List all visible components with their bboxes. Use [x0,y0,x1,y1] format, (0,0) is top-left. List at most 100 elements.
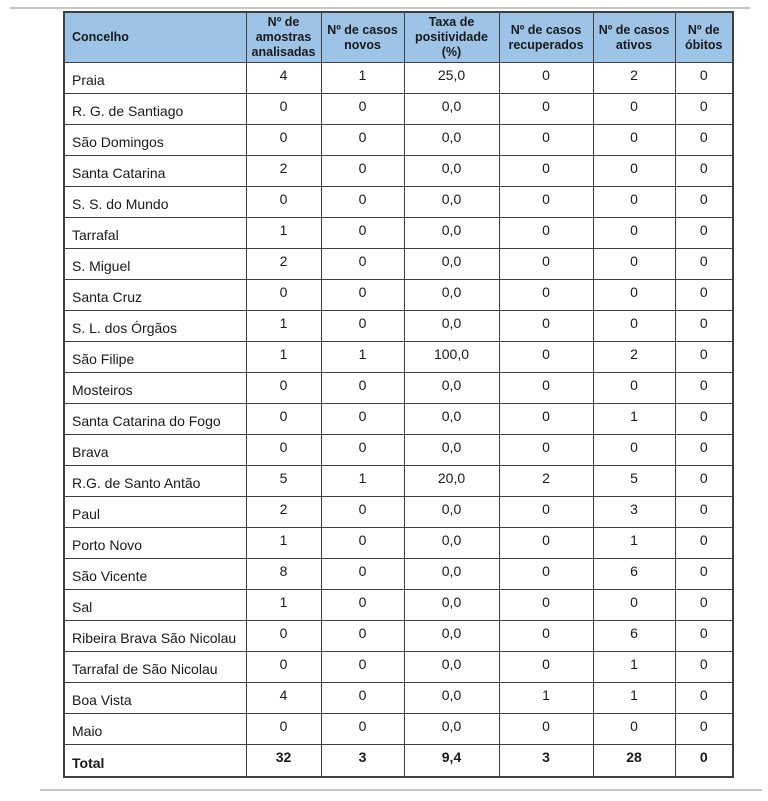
value-cell: 100,0 [403,341,500,373]
value-cell: 20,0 [403,465,500,497]
table-row: São Filipe 1 1 100,0 0 2 0 [63,341,734,373]
concelho-cell: S. L. dos Órgãos [63,310,247,342]
value-cell: 0,0 [403,124,500,156]
value-cell: 32 [245,744,322,777]
value-cell: 0,0 [403,620,500,652]
value-cell: 0 [320,589,405,621]
value-cell: 0 [320,527,405,559]
concelho-cell: Tarrafal [63,217,247,249]
value-cell: 0 [674,217,734,249]
concelho-cell: Brava [63,434,247,466]
concelho-cell: Boa Vista [63,682,247,714]
value-cell: 0,0 [403,248,500,280]
value-cell: 0 [320,558,405,590]
value-cell: 0 [320,713,405,745]
value-cell: 0 [592,372,676,404]
concelho-cell: Total [63,744,247,777]
concelho-cell: Ribeira Brava São Nicolau [63,620,247,652]
value-cell: 0 [674,248,734,280]
value-cell: 0 [498,403,594,435]
value-cell: 0 [320,651,405,683]
table-row: Tarrafal de São Nicolau 0 0 0,0 0 1 0 [63,651,734,683]
value-cell: 0 [592,310,676,342]
value-cell: 0,0 [403,713,500,745]
value-cell: 0,0 [403,589,500,621]
table-row: S. Miguel 2 0 0,0 0 0 0 [63,248,734,280]
value-cell: 0 [674,372,734,404]
concelho-cell: Praia [63,62,247,94]
value-cell: 0 [674,651,734,683]
value-cell: 0 [674,62,734,94]
value-cell: 0 [320,372,405,404]
value-cell: 0 [245,93,322,125]
value-cell: 0,0 [403,217,500,249]
value-cell: 0 [320,434,405,466]
concelho-cell: Porto Novo [63,527,247,559]
value-cell: 3 [592,496,676,528]
table-row: Mosteiros 0 0 0,0 0 0 0 [63,372,734,404]
value-cell: 0 [498,93,594,125]
value-cell: 0 [245,434,322,466]
value-cell: 0 [592,155,676,187]
value-cell: 1 [498,682,594,714]
concelho-cell: Santa Catarina do Fogo [63,403,247,435]
value-cell: 1 [245,589,322,621]
value-cell: 0 [498,341,594,373]
value-cell: 0,0 [403,372,500,404]
value-cell: 0,0 [403,93,500,125]
concelho-cell: Mosteiros [63,372,247,404]
value-cell: 0 [320,186,405,218]
table-row: Sal 1 0 0,0 0 0 0 [63,589,734,621]
value-cell: 0 [320,124,405,156]
table-row: Porto Novo 1 0 0,0 0 1 0 [63,527,734,559]
table-row: Brava 0 0 0,0 0 0 0 [63,434,734,466]
value-cell: 1 [592,403,676,435]
value-cell: 0 [245,372,322,404]
header-casos-novos: Nº de casos novos [320,11,405,63]
value-cell: 2 [245,248,322,280]
value-cell: 0 [674,744,734,777]
value-cell: 0 [674,186,734,218]
value-cell: 28 [592,744,676,777]
table-row: S. S. do Mundo 0 0 0,0 0 0 0 [63,186,734,218]
value-cell: 0,0 [403,651,500,683]
value-cell: 0 [674,496,734,528]
value-cell: 25,0 [403,62,500,94]
value-cell: 6 [592,620,676,652]
page-divider-top [10,7,750,9]
value-cell: 0,0 [403,279,500,311]
concelho-cell: Sal [63,589,247,621]
header-casos-recuperados: Nº de casos recuperados [498,11,594,63]
table-header: Concelho Nº de amostras analisadas Nº de… [63,11,734,63]
value-cell: 1 [320,62,405,94]
value-cell: 0 [498,62,594,94]
concelho-cell: S. Miguel [63,248,247,280]
concelho-cell: São Vicente [63,558,247,590]
concelho-cell: Maio [63,713,247,745]
header-casos-ativos: Nº de casos ativos [592,11,676,63]
value-cell: 0 [498,620,594,652]
value-cell: 0 [674,527,734,559]
concelho-cell: Santa Catarina [63,155,247,187]
value-cell: 0 [498,372,594,404]
value-cell: 0 [674,155,734,187]
value-cell: 9,4 [403,744,500,777]
value-cell: 0,0 [403,434,500,466]
value-cell: 4 [245,682,322,714]
value-cell: 0 [674,434,734,466]
concelho-cell: S. S. do Mundo [63,186,247,218]
value-cell: 0 [592,93,676,125]
value-cell: 0 [245,124,322,156]
value-cell: 0 [498,434,594,466]
value-cell: 0 [245,186,322,218]
value-cell: 0 [592,279,676,311]
value-cell: 1 [592,527,676,559]
concelho-cell: Santa Cruz [63,279,247,311]
value-cell: 0 [674,465,734,497]
page-divider-bottom [40,789,762,791]
value-cell: 0,0 [403,527,500,559]
value-cell: 0 [320,403,405,435]
value-cell: 2 [245,496,322,528]
value-cell: 0 [320,279,405,311]
value-cell: 0 [674,279,734,311]
